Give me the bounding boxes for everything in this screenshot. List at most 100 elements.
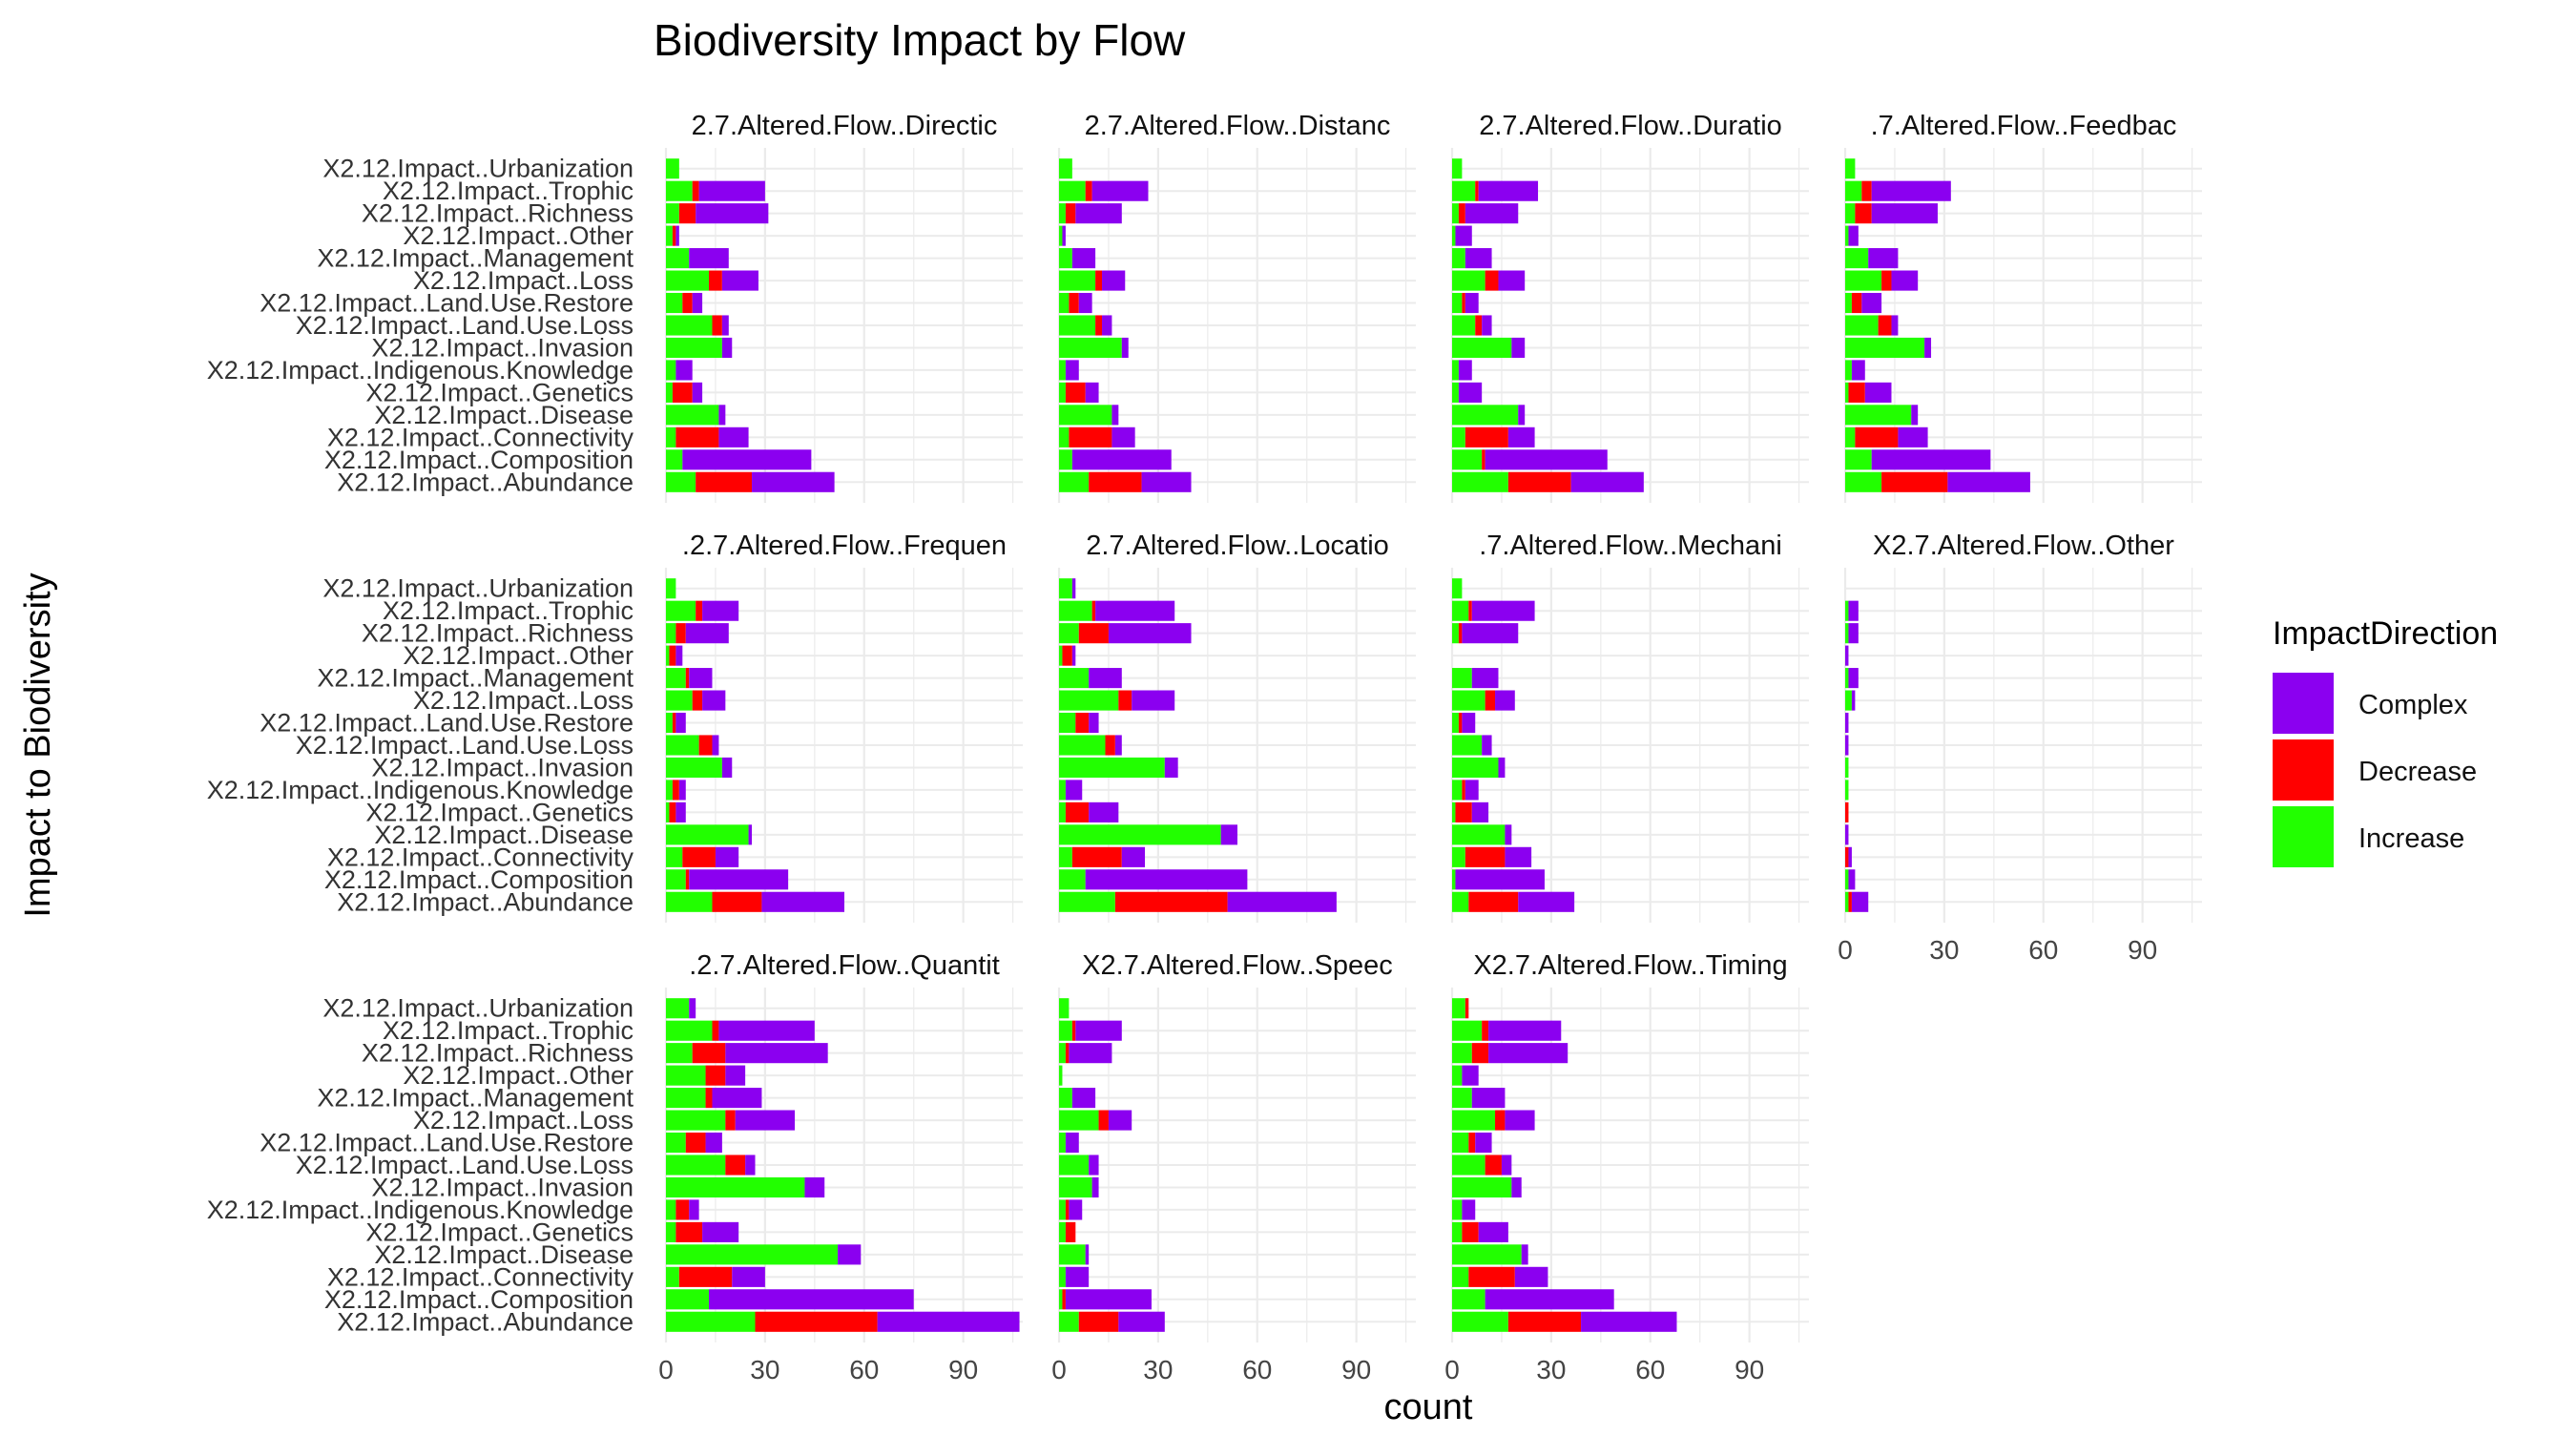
bar-increase [1452,315,1476,336]
bar-increase [1452,292,1463,314]
y-tick-label: X2.12.Impact..Disease [374,401,634,429]
bar-decrease [705,1065,726,1086]
bar-increase [1452,158,1463,179]
y-tick-label: X2.12.Impact..Land.Use.Loss [296,731,634,760]
bar-increase [1059,645,1063,666]
bar-complex [748,824,753,845]
facet-bars-4 [1845,158,2030,492]
bar-increase [1452,1176,1512,1198]
y-tick-label: X2.12.Impact..Genetics [365,378,634,406]
bar-decrease [712,1020,719,1041]
bar-complex [721,337,733,359]
bar-decrease [1878,315,1892,336]
y-tick-label: X2.12.Impact..Invasion [371,333,634,362]
bars-layer [666,158,2030,1332]
bar-complex [1898,427,1928,447]
bar-complex [696,203,769,224]
bar-increase [1452,1266,1469,1287]
bar-increase [1059,1065,1063,1086]
bar-decrease [685,668,690,689]
bar-decrease [1468,600,1472,621]
y-tick-label: X2.12.Impact..Land.Use.Restore [260,709,634,738]
bar-complex [1102,270,1126,291]
bar-increase [1452,1132,1469,1154]
bar-complex [689,869,789,890]
bar-complex [838,1244,862,1265]
bar-decrease [1482,449,1485,470]
bar-increase [1059,1289,1063,1310]
bar-increase [1059,1155,1090,1176]
bar-increase [1452,1311,1508,1332]
bar-increase [666,1132,686,1154]
bar-complex [1455,225,1472,246]
bar-complex [1065,360,1079,381]
bar-complex [1065,1289,1152,1310]
grid-layer [664,148,2202,1342]
bar-complex [675,712,686,734]
bar-complex [1089,712,1099,734]
bar-complex [1488,1043,1568,1064]
bar-decrease [1062,1289,1066,1310]
bar-complex [725,1043,828,1064]
legend-label-increase: Increase [2358,823,2464,854]
bar-decrease [1065,203,1076,224]
bar-increase [666,824,749,845]
bar-complex [675,360,693,381]
bar-complex [1891,270,1919,291]
bar-decrease [725,1110,736,1131]
facet-panel-2 [1057,148,1416,503]
bar-increase [1452,846,1465,867]
x-tick-label: 60 [1635,1355,1665,1384]
bar-increase [1845,158,1856,179]
bar-complex [702,1221,739,1242]
bar-decrease [1495,1110,1506,1131]
bar-complex [721,315,729,336]
bar-increase [1845,869,1849,890]
bar-increase [666,578,676,599]
bar-increase [1059,1244,1086,1265]
bar-increase [1059,757,1165,779]
bar-decrease [1881,471,1948,492]
y-tick-label: X2.12.Impact..Disease [374,1240,634,1269]
bar-decrease [1089,471,1142,492]
bar-complex [689,998,696,1019]
bar-increase [1452,382,1459,403]
bar-decrease [1095,270,1103,291]
bar-complex [1848,225,1859,246]
bar-increase [1452,1244,1522,1265]
bar-decrease [675,623,686,644]
bar-decrease [1462,780,1465,801]
bar-increase [666,427,676,447]
bar-increase [1059,998,1070,1019]
y-tick-label: X2.12.Impact..Management [317,244,634,273]
bar-decrease [692,180,699,201]
bar-complex [1071,578,1076,599]
y-axis-title: Impact to Biodiversity [18,572,58,917]
facet-bars-3 [1452,158,1644,492]
bar-decrease [1881,270,1892,291]
bar-complex [1482,315,1492,336]
bar-decrease [675,1199,690,1220]
x-tick-label: 60 [849,1355,879,1384]
y-tick-label: X2.12.Impact..Composition [324,446,634,474]
bar-increase [1059,471,1090,492]
bar-increase [1059,1132,1066,1154]
bar-decrease [1468,891,1519,912]
bar-decrease [1861,180,1872,201]
bar-increase [666,1065,706,1086]
facet-bars-6 [1059,578,1337,912]
bar-complex [1085,1244,1090,1265]
bar-complex [1851,360,1865,381]
x-tick-label: 90 [2128,935,2157,965]
legend: ImpactDirection Complex Decrease Increase [2273,615,2498,867]
facet-strip-label: .2.7.Altered.Flow..Quantit [689,950,1000,981]
bar-decrease [669,801,676,822]
bar-complex [1845,645,1849,666]
legend-swatch-decrease [2273,739,2334,801]
y-tick-label: X2.12.Impact..Indigenous.Knowledge [207,776,634,804]
bar-complex [1462,1065,1479,1086]
x-tick-label: 30 [1536,1355,1566,1384]
bar-decrease [709,270,722,291]
bar-increase [1059,780,1066,801]
